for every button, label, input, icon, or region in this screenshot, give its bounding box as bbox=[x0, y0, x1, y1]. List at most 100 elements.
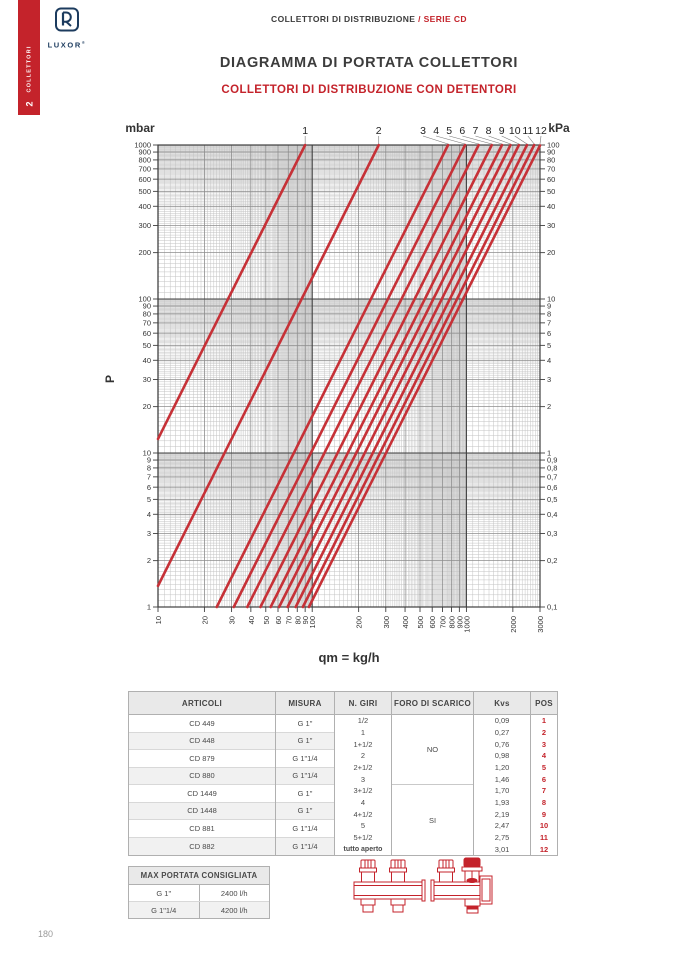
svg-text:7: 7 bbox=[147, 472, 151, 481]
page-number: 180 bbox=[38, 929, 54, 939]
manifold-drawing bbox=[353, 857, 493, 914]
col-foro-di-scarico: NO SI bbox=[391, 715, 473, 855]
cell-articolo: CD 1449 bbox=[129, 785, 275, 803]
svg-text:90: 90 bbox=[143, 302, 151, 311]
svg-text:6: 6 bbox=[459, 125, 465, 137]
cell-pos: 2 bbox=[541, 728, 547, 737]
table-header-cell: ARTICOLI bbox=[181, 698, 223, 708]
cell-n-giri: 1/2 bbox=[357, 716, 369, 726]
cell-articolo: CD 881 bbox=[129, 820, 275, 838]
cell-foro-si: SI bbox=[428, 815, 437, 825]
svg-text:7: 7 bbox=[473, 125, 479, 137]
cell-articolo: CD 448 bbox=[129, 732, 275, 750]
cell-kvs: 1,46 bbox=[494, 774, 510, 784]
table-row: G 1" 2400 l/h bbox=[129, 885, 269, 901]
svg-text:60: 60 bbox=[274, 616, 283, 624]
section-number: 2 bbox=[24, 100, 34, 106]
table-header-row: ARTICOLI MISURA N. GIRI FORO DI SCARICO Kvs P… bbox=[129, 692, 557, 715]
svg-text:5: 5 bbox=[147, 495, 151, 504]
table-header-cell: MISURA bbox=[275, 692, 334, 714]
cell-pos: 11 bbox=[540, 833, 548, 843]
cell-pos: 6 bbox=[541, 774, 547, 784]
svg-text:90: 90 bbox=[301, 616, 310, 624]
svg-text:300: 300 bbox=[138, 221, 151, 230]
svg-text:0,8: 0,8 bbox=[547, 464, 557, 473]
svg-text:20: 20 bbox=[143, 402, 151, 411]
col-n-giri: 1/2 1 1+1/2 2 2+1/2 3 3+1/2 4 4+1/2 5 5+1/2 tutto a… bbox=[334, 715, 391, 855]
breadcrumb-section: COLLETTORI DI DISTRIBUZIONE bbox=[271, 14, 419, 24]
cell-kvs: 0,76 bbox=[494, 739, 510, 749]
svg-text:20: 20 bbox=[200, 616, 209, 624]
cell-misura: G 1"1/4 bbox=[276, 767, 334, 785]
svg-text:50: 50 bbox=[547, 187, 555, 196]
max-portata-title: MAX PORTATA CONSIGLIATA bbox=[129, 867, 269, 885]
svg-text:20: 20 bbox=[547, 248, 555, 257]
cell-kvs: 2,19 bbox=[494, 809, 510, 819]
cell-pos: 3 bbox=[541, 739, 547, 749]
cell-pos: 7 bbox=[541, 786, 547, 796]
svg-text:0,1: 0,1 bbox=[547, 603, 557, 612]
cell-n-giri: 3 bbox=[360, 774, 366, 784]
cell-pos: 4 bbox=[541, 751, 547, 761]
luxor-logo-icon bbox=[55, 7, 79, 32]
svg-text:70: 70 bbox=[547, 164, 555, 173]
cell-misura: G 1" bbox=[276, 802, 334, 820]
svg-text:3: 3 bbox=[420, 125, 426, 137]
svg-text:1000: 1000 bbox=[134, 141, 151, 150]
svg-text:1000: 1000 bbox=[462, 616, 471, 633]
col-misura: G 1" G 1" G 1"1/4 G 1"1/4 G 1" G 1" G 1"1/4 G 1… bbox=[275, 715, 334, 855]
svg-text:1: 1 bbox=[547, 449, 551, 458]
svg-text:3000: 3000 bbox=[536, 616, 545, 633]
max-size-cell: G 1" bbox=[156, 888, 172, 898]
svg-text:0,2: 0,2 bbox=[547, 556, 557, 565]
svg-text:50: 50 bbox=[143, 341, 151, 350]
svg-text:1: 1 bbox=[302, 125, 308, 137]
svg-text:qm = kg/h: qm = kg/h bbox=[318, 650, 379, 665]
svg-text:70: 70 bbox=[143, 318, 151, 327]
table-header-cell: N. GIRI bbox=[334, 692, 391, 714]
cell-kvs: 1,70 bbox=[494, 786, 510, 796]
svg-text:80: 80 bbox=[547, 156, 555, 165]
svg-text:2: 2 bbox=[147, 556, 151, 565]
svg-text:4: 4 bbox=[433, 125, 439, 137]
svg-text:7: 7 bbox=[547, 318, 551, 327]
section-tab-text: 2 COLLETTORI bbox=[18, 0, 40, 115]
table-body: CD 449 CD 448 CD 879 CD 880 CD 1449 CD 1448 CD… bbox=[129, 715, 557, 855]
svg-text:80: 80 bbox=[293, 616, 302, 624]
cell-kvs: 1,93 bbox=[494, 798, 510, 808]
col-kvs: 0,09 0,27 0,76 0,98 1,20 1,46 1,70 1,93 2,19 2,47… bbox=[473, 715, 530, 855]
cell-kvs: 0,98 bbox=[494, 751, 510, 761]
svg-text:400: 400 bbox=[138, 202, 151, 211]
svg-text:2000: 2000 bbox=[509, 616, 518, 633]
cell-pos: 9 bbox=[541, 809, 547, 819]
svg-text:600: 600 bbox=[138, 175, 151, 184]
valve-cap-icon bbox=[359, 859, 407, 883]
svg-text:8: 8 bbox=[547, 310, 551, 319]
cell-kvs: 0,27 bbox=[494, 728, 510, 737]
svg-text:0,9: 0,9 bbox=[547, 456, 557, 465]
svg-text:1: 1 bbox=[147, 603, 151, 612]
svg-text:700: 700 bbox=[439, 616, 448, 629]
cell-n-giri: 2+1/2 bbox=[353, 763, 373, 773]
svg-text:100: 100 bbox=[547, 141, 560, 150]
svg-text:4: 4 bbox=[147, 510, 151, 519]
svg-text:10: 10 bbox=[509, 125, 521, 137]
max-flow-cell: 2400 l/h bbox=[198, 885, 270, 901]
svg-text:700: 700 bbox=[138, 164, 151, 173]
svg-text:800: 800 bbox=[447, 616, 456, 629]
table-header-cell: POS bbox=[530, 692, 557, 714]
svg-text:6: 6 bbox=[147, 483, 151, 492]
breadcrumb: COLLETTORI DI DISTRIBUZIONE / SERIE CD bbox=[60, 14, 678, 24]
cell-articolo: CD 1448 bbox=[129, 802, 275, 820]
svg-text:800: 800 bbox=[138, 156, 151, 165]
svg-text:900: 900 bbox=[138, 148, 151, 157]
cell-kvs: 2,75 bbox=[494, 833, 510, 843]
svg-text:0,4: 0,4 bbox=[547, 510, 557, 519]
svg-text:9: 9 bbox=[147, 456, 151, 465]
svg-text:40: 40 bbox=[247, 616, 256, 624]
svg-text:500: 500 bbox=[138, 187, 151, 196]
cell-kvs: 0,09 bbox=[494, 716, 510, 726]
svg-text:60: 60 bbox=[143, 329, 151, 338]
cell-articolo: CD 880 bbox=[129, 767, 275, 785]
cell-misura: G 1" bbox=[276, 715, 334, 733]
